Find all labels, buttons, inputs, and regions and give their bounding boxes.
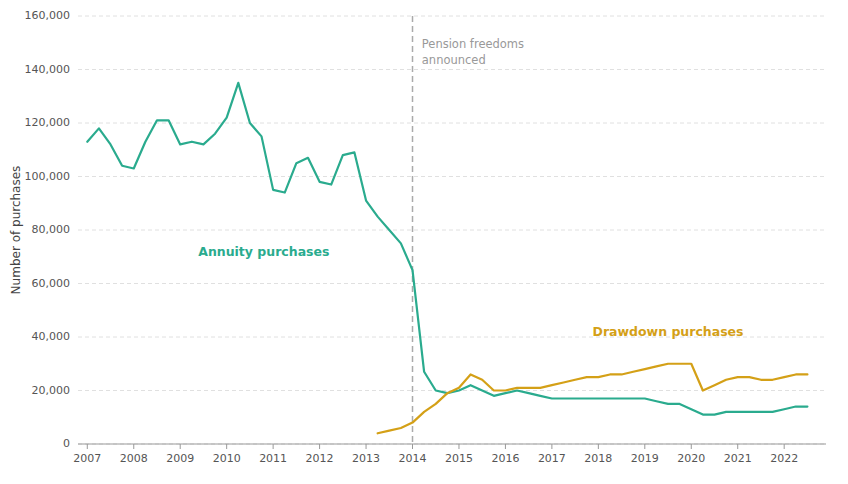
grid-line [78, 444, 826, 445]
x-tick [691, 444, 692, 449]
x-tick [644, 444, 645, 449]
x-tick-label: 2013 [352, 452, 380, 465]
x-axis: 2007 2008 2009 2010 2011 2012 2013 2014 2015 2016… [73, 444, 826, 465]
x-tick [551, 444, 552, 449]
y-tick-label: 140,000 [25, 63, 71, 76]
x-tick-label: 2012 [306, 452, 334, 465]
y-tick-label: 100,000 [25, 170, 71, 183]
x-tick-label: 2007 [73, 452, 101, 465]
plot-area [87, 16, 807, 444]
x-tick [366, 444, 367, 449]
x-tick-label: 2017 [538, 452, 566, 465]
grid-line [78, 230, 826, 231]
y-axis-label: Number of purchases [9, 166, 23, 295]
x-tick [180, 444, 181, 449]
annotation-line: Annuity purchases [198, 244, 329, 259]
y-tick-label: 60,000 [32, 277, 71, 290]
x-tick-label: 2011 [259, 452, 287, 465]
y-tick-label: 160,000 [25, 9, 71, 22]
grid-line [78, 16, 826, 17]
x-tick [458, 444, 459, 449]
grid-line [78, 123, 826, 124]
x-tick-label: 2016 [491, 452, 519, 465]
x-tick-label: 2021 [724, 452, 752, 465]
x-tick-label: 2010 [213, 452, 241, 465]
annotations: Pension freedoms announced Annuity purchas… [198, 37, 743, 339]
background [0, 0, 848, 484]
x-tick [87, 444, 88, 449]
x-tick-label: 2018 [584, 452, 612, 465]
grid-line [78, 69, 826, 70]
annotation: Drawdown purchases [593, 324, 744, 339]
annotation-line: announced [422, 53, 486, 67]
grid-line [78, 176, 826, 177]
x-tick-label: 2009 [166, 452, 194, 465]
x-tick [273, 444, 274, 449]
y-tick-label: 0 [63, 437, 70, 450]
annotation-line: Pension freedoms [422, 37, 524, 51]
y-tick-label: 120,000 [25, 116, 71, 129]
x-tick-label: 2014 [399, 452, 427, 465]
x-tick [505, 444, 506, 449]
x-tick [319, 444, 320, 449]
x-axis-line [78, 444, 826, 445]
annotation-line: Drawdown purchases [593, 324, 744, 339]
y-tick-label: 80,000 [32, 223, 71, 236]
y-tick-label: 40,000 [32, 330, 71, 343]
x-tick-label: 2020 [677, 452, 705, 465]
y-tick-label: 20,000 [32, 384, 71, 397]
x-tick [784, 444, 785, 449]
x-tick [412, 444, 413, 449]
x-tick-label: 2019 [631, 452, 659, 465]
x-tick [133, 444, 134, 449]
x-tick-label: 2008 [120, 452, 148, 465]
grid-line [78, 283, 826, 284]
x-tick [737, 444, 738, 449]
reference-line [412, 16, 414, 444]
annotation: Pension freedoms announced [422, 37, 524, 67]
x-tick [598, 444, 599, 449]
x-tick-label: 2022 [770, 452, 798, 465]
y-axis: 0 20,000 40,000 60,000 80,000 100,000 120,000 1… [25, 9, 71, 450]
series-line [87, 83, 807, 415]
series-line [378, 364, 808, 434]
chart: 0 20,000 40,000 60,000 80,000 100,000 120,000 1… [0, 0, 848, 484]
x-tick [226, 444, 227, 449]
x-tick-label: 2015 [445, 452, 473, 465]
y-grid [78, 16, 826, 444]
annotation: Annuity purchases [198, 244, 329, 259]
